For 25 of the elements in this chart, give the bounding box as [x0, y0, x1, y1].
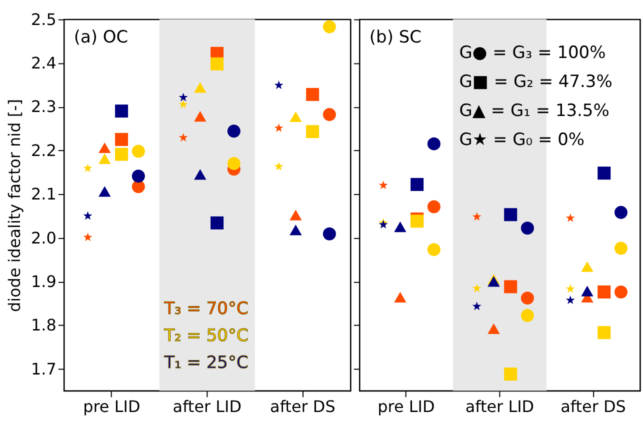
y-tick-label: 1.8: [31, 316, 56, 335]
x-tick-label: after LID: [172, 397, 242, 416]
y-tick-label: 1.9: [31, 272, 56, 291]
y-tick-label: 2.2: [31, 140, 56, 160]
annotation: T₂ = 50°C: [163, 326, 248, 346]
annotation: G★ = G₀ = 0%: [459, 130, 585, 150]
annotation: (b) SC: [369, 27, 422, 48]
y-tick-label: 2.4: [31, 53, 56, 72]
annotation: T₃ = 70°C: [163, 298, 248, 319]
y-tick-label: 2.1: [31, 184, 56, 204]
y-tick-label: 1.7: [31, 359, 56, 378]
y-tick-label: 2.0: [31, 228, 56, 248]
x-tick-label: pre LID: [83, 397, 140, 416]
x-tick-label: after DS: [560, 397, 626, 416]
y-tick-label: 2.5: [31, 10, 56, 29]
annotation: G● = G₃ = 100%: [459, 43, 606, 64]
annotation: G■ = G₂ = 47.3%: [459, 72, 612, 92]
annotation: T₁ = 25°C: [163, 352, 248, 373]
annotation: G▲ = G₁ = 13.5%: [459, 101, 610, 122]
x-tick-label: after DS: [270, 397, 336, 416]
x-tick-label: pre LID: [378, 397, 435, 416]
y-axis-title: diode ideality factor nid [-]: [5, 98, 24, 312]
annotation: (a) OC: [74, 27, 128, 48]
x-tick-label: after LID: [465, 397, 534, 416]
y-tick-label: 2.3: [31, 97, 56, 116]
